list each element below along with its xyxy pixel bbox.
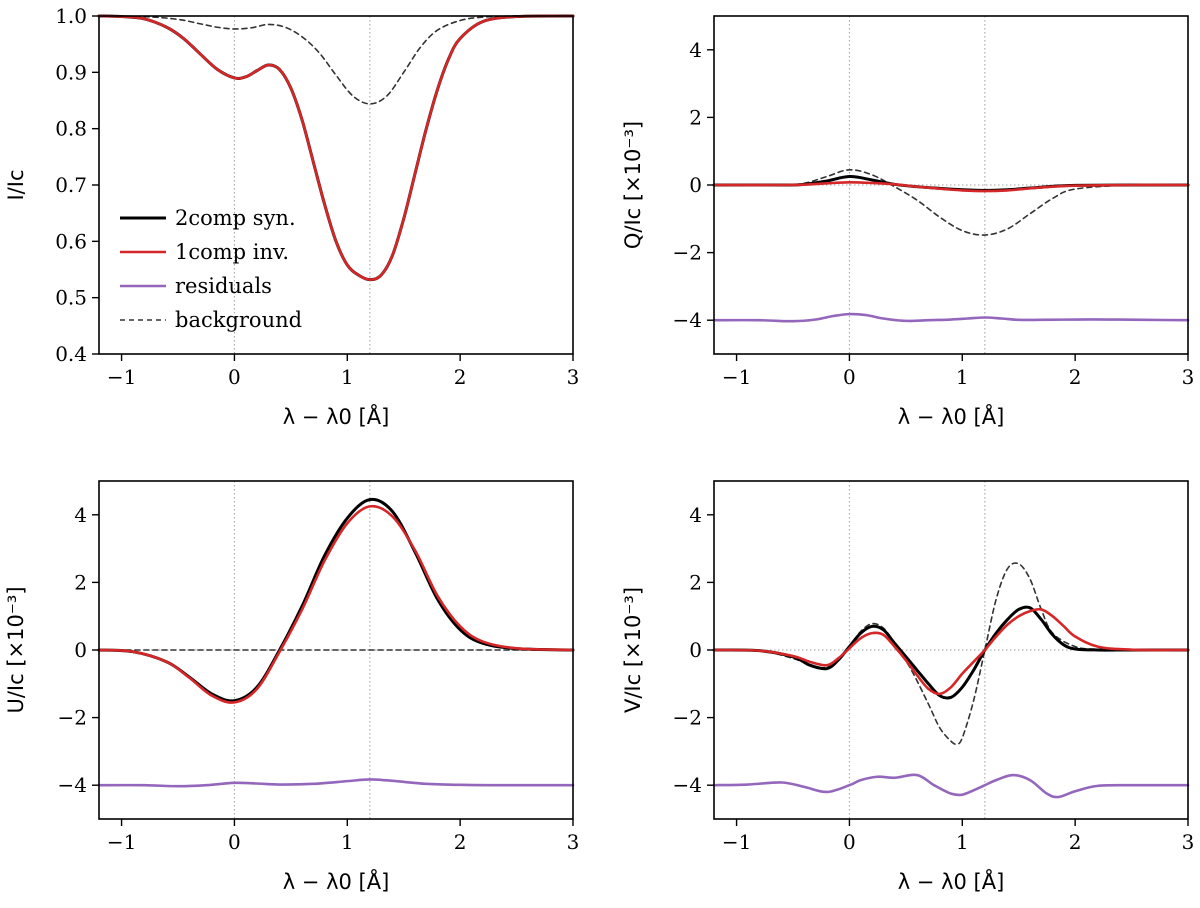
y-axis-label-u: U/Ic [×10⁻³] — [4, 586, 28, 713]
y-axis-label-q: Q/Ic [×10⁻³] — [621, 121, 645, 249]
y-tick-label-v: −2 — [673, 706, 702, 730]
series-residuals-v — [712, 773, 1190, 799]
y-tick-label-i: 0.8 — [55, 117, 87, 141]
legend-label-1comp-inv: 1comp inv. — [175, 240, 289, 264]
x-tick-label-v: 2 — [1069, 830, 1082, 854]
series-1comp-inv-q — [712, 180, 1190, 193]
series-2comp-syn-q — [712, 175, 1190, 192]
series-background-q — [713, 168, 1189, 236]
x-axis-label-v: λ − λ0 [Å] — [898, 868, 1005, 894]
series-1comp-inv-u — [97, 504, 575, 704]
y-tick-label-i: 0.5 — [55, 286, 87, 310]
y-tick-label-q: 4 — [689, 38, 702, 62]
panel-U: −1 0 1 2 3 −4 −2 0 2 4 λ − λ0 [Å] U/Ic [×10⁻³] — [4, 480, 580, 894]
x-tick-label-i: 2 — [454, 365, 467, 389]
y-tick-label-i: 0.6 — [55, 229, 87, 253]
y-tick-label-q: −4 — [673, 308, 702, 332]
series-1comp-inv-i — [97, 14, 575, 281]
x-tick-label-v: 3 — [1182, 830, 1195, 854]
y-tick-label-v: −4 — [673, 773, 702, 797]
x-tick-label-v: −1 — [722, 830, 751, 854]
y-tick-label-i: 0.7 — [55, 173, 87, 197]
x-tick-label-i: 1 — [341, 365, 354, 389]
x-tick-label-u: 2 — [454, 830, 467, 854]
series-2comp-syn-u — [97, 497, 575, 703]
y-tick-label-q: −2 — [673, 241, 702, 265]
x-tick-label-u: −1 — [107, 830, 136, 854]
y-tick-label-v: 4 — [689, 503, 702, 527]
panel-V: −1 0 1 2 3 −4 −2 0 2 4 λ − λ0 [Å] V/Ic [×10⁻³] — [621, 480, 1195, 894]
y-tick-label-q: 0 — [689, 173, 702, 197]
series-1comp-inv-v — [712, 607, 1190, 696]
panel-Q: −1 0 1 2 3 −4 −2 0 2 4 λ − λ0 [Å] Q/Ic [×10⁻³] — [621, 15, 1195, 429]
series-residuals-q — [712, 312, 1190, 323]
x-tick-label-u: 1 — [341, 830, 354, 854]
x-tick-label-i: −1 — [107, 365, 136, 389]
y-tick-label-u: −4 — [58, 773, 87, 797]
x-tick-label-i: 0 — [228, 365, 241, 389]
y-tick-label-u: 4 — [74, 503, 87, 527]
series-background-i — [98, 15, 574, 105]
panel-I: −1 0 1 2 3 0.4 0.5 0.6 0.7 0.8 0.9 1.0 λ − λ0 [Å] I/I… — [4, 4, 579, 429]
y-axis-label-i: I/Ic — [4, 169, 28, 200]
series-2comp-syn-v — [712, 605, 1190, 700]
y-tick-label-u: −2 — [58, 706, 87, 730]
x-axis-label-i: λ − λ0 [Å] — [283, 403, 390, 429]
x-axis-label-q: λ − λ0 [Å] — [898, 403, 1005, 429]
x-tick-label-q: 1 — [956, 365, 969, 389]
y-tick-label-i: 1.0 — [55, 4, 87, 28]
x-tick-label-u: 3 — [567, 830, 580, 854]
legend-label-background: background — [175, 308, 302, 332]
y-tick-label-u: 2 — [74, 570, 87, 594]
y-tick-label-v: 0 — [689, 638, 702, 662]
y-tick-label-u: 0 — [74, 638, 87, 662]
x-tick-label-v: 1 — [956, 830, 969, 854]
x-tick-label-u: 0 — [228, 830, 241, 854]
y-tick-label-i: 0.9 — [55, 60, 87, 84]
x-tick-label-v: 0 — [843, 830, 856, 854]
y-tick-label-i: 0.4 — [55, 342, 87, 366]
legend-label-residuals: residuals — [175, 274, 272, 298]
x-tick-label-q: 3 — [1182, 365, 1195, 389]
y-tick-label-v: 2 — [689, 570, 702, 594]
y-axis-label-v: V/Ic [×10⁻³] — [621, 587, 645, 713]
x-tick-label-q: 2 — [1069, 365, 1082, 389]
axes-frame-i — [98, 15, 574, 355]
x-tick-label-q: −1 — [722, 365, 751, 389]
x-tick-label-i: 3 — [567, 365, 580, 389]
x-tick-label-q: 0 — [843, 365, 856, 389]
legend-label-2comp-syn: 2comp syn. — [175, 206, 296, 230]
series-residuals-u — [97, 778, 575, 788]
legend: 2comp syn. 1comp inv. residuals backgrou… — [120, 206, 302, 332]
y-tick-label-q: 2 — [689, 105, 702, 129]
x-axis-label-u: λ − λ0 [Å] — [283, 868, 390, 894]
